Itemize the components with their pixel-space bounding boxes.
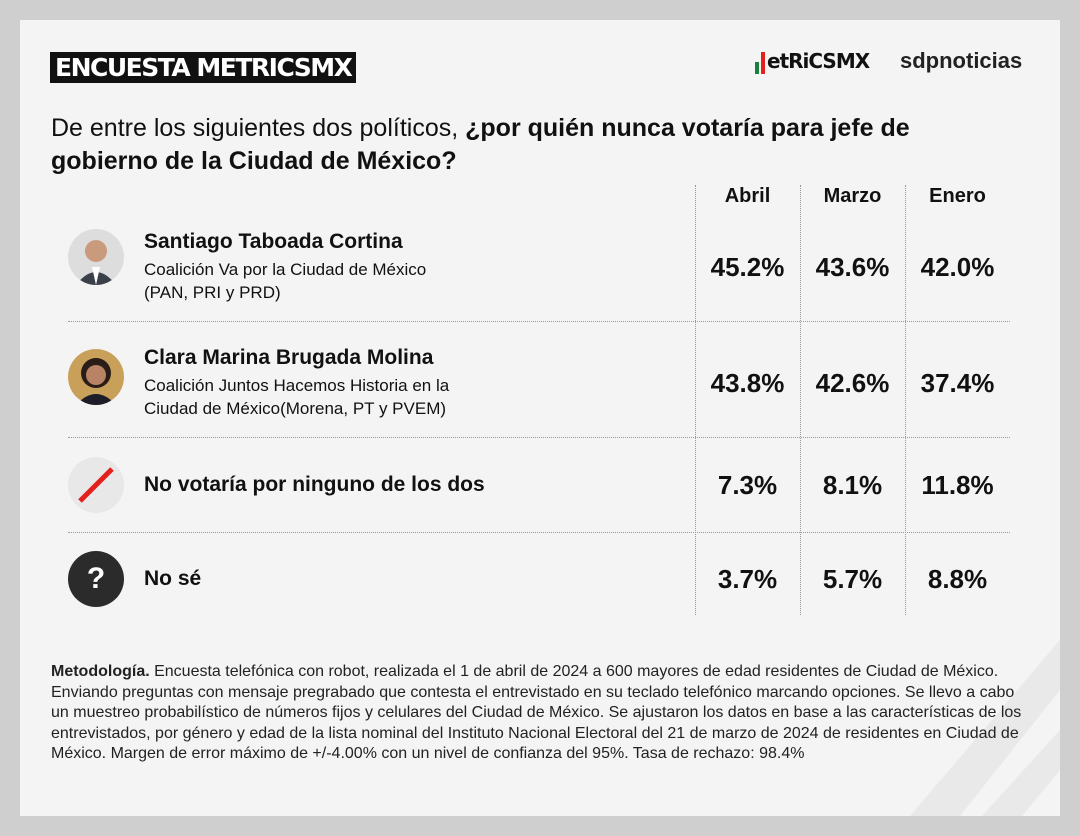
option-label: No sé: [144, 567, 202, 590]
row-divider: [68, 437, 1010, 438]
value-enero: 11.8%: [921, 470, 994, 500]
candidate-parties: (PAN, PRI y PRD): [144, 283, 281, 302]
col-divider: [695, 185, 696, 615]
candidate-name: Santiago Taboada Cortina: [144, 230, 403, 253]
value-enero: 8.8%: [927, 564, 988, 594]
metricsmx-logo: etRiCSMX: [755, 44, 870, 74]
sdpnoticias-logo: sdpnoticias: [900, 48, 1023, 73]
decor-stripes: [910, 640, 1060, 816]
value-abril: 7.3%: [717, 470, 778, 500]
value-enero: 42.0%: [920, 252, 995, 282]
value-marzo: 8.1%: [822, 470, 883, 500]
poll-card: ENCUESTA METRICSMX etRiCSMX sdpnoticias …: [20, 20, 1060, 816]
value-marzo: 5.7%: [822, 564, 883, 594]
col-divider: [800, 185, 801, 615]
question: De entre los siguientes dos políticos, ¿…: [51, 114, 910, 175]
value-enero: 37.4%: [920, 368, 995, 398]
avatar-brugada: [68, 349, 124, 405]
value-marzo: 42.6%: [815, 368, 890, 398]
candidate-name: Clara Marina Brugada Molina: [144, 346, 434, 369]
slash-icon: [68, 457, 124, 513]
value-abril: 43.8%: [710, 368, 785, 398]
value-marzo: 43.6%: [815, 252, 890, 282]
candidate-coalition: Coalición Va por la Ciudad de México: [144, 260, 427, 279]
value-abril: 3.7%: [717, 564, 778, 594]
methodology: Metodología. Encuesta telefónica con rob…: [51, 663, 1022, 762]
question-icon: ?: [68, 551, 124, 607]
candidate-coalition: Coalición Juntos Hacemos Historia en la: [144, 376, 450, 395]
row-divider: [68, 321, 1010, 322]
col-header-abril: Abril: [724, 185, 771, 207]
survey-badge: ENCUESTA METRICSMX: [50, 52, 357, 83]
option-label: No votaría por ninguno de los dos: [144, 473, 485, 496]
candidate-parties: Ciudad de México(Morena, PT y PVEM): [144, 399, 447, 418]
avatar-taboada: [68, 229, 124, 285]
col-divider: [905, 185, 906, 615]
value-abril: 45.2%: [710, 252, 785, 282]
col-header-marzo: Marzo: [823, 185, 882, 207]
col-header-enero: Enero: [929, 185, 986, 207]
row-divider: [68, 532, 1010, 533]
